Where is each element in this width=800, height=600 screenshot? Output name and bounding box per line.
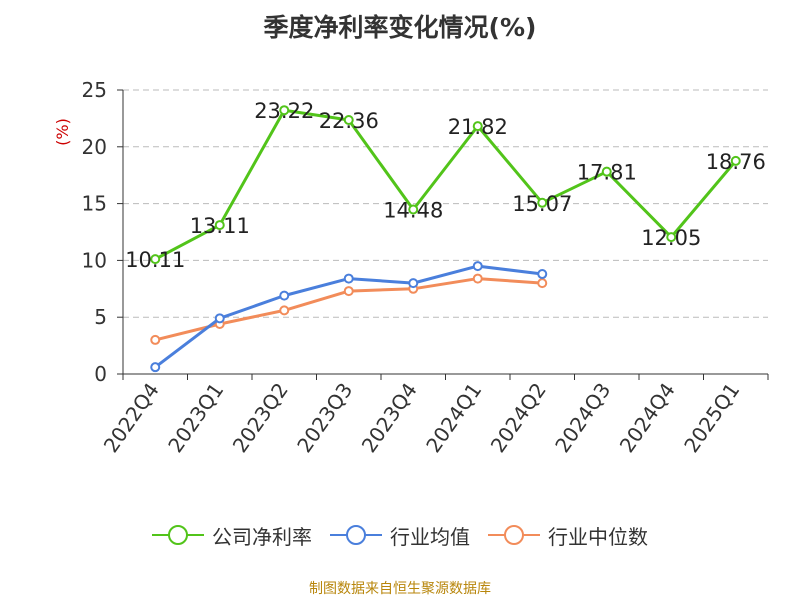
data-point [537,269,548,280]
data-point [150,362,161,373]
data-point [279,105,290,116]
data-point [537,278,548,289]
data-label: 18.76 [706,150,766,174]
data-point [472,261,483,272]
y-tick-label: 15 [82,192,107,216]
data-label: 22.36 [319,109,379,133]
legend-item-industry-median[interactable]: 行业中位数 [488,520,648,550]
series-layer [150,105,741,373]
x-tick-label: 2024Q3 [550,378,615,457]
data-label: 21.82 [448,115,508,139]
y-tick-label: 0 [94,362,107,386]
data-point [408,204,419,215]
data-point [472,121,483,132]
y-tick-label: 20 [82,135,107,159]
data-point [730,155,741,166]
x-tick-label: 2023Q3 [292,378,357,457]
data-point [537,197,548,208]
data-point [214,313,225,324]
data-point [279,305,290,316]
x-tick-label: 2024Q1 [421,378,486,457]
data-point [214,220,225,231]
legend-swatch-marker [346,525,366,545]
data-source-note: 制图数据来自恒生聚源数据库 [309,581,491,597]
x-tick-label: 2023Q4 [357,378,422,457]
grid-layer [123,89,768,318]
y-axis-label: (%) [53,118,72,146]
data-point [343,114,354,125]
data-point [279,290,290,301]
legend-label: 行业均值 [390,524,470,549]
data-point [408,278,419,289]
data-point [150,254,161,265]
data-point [666,232,677,243]
chart-title: 季度净利率变化情况(%) [263,13,537,42]
legend-swatch-icon [152,525,204,545]
data-point [601,166,612,177]
legend: 公司净利率 行业均值 行业中位数 [0,520,800,550]
y-tick-label: 25 [82,78,107,102]
data-label: 10.11 [125,248,185,272]
data-point [343,286,354,297]
x-tick-label: 2024Q2 [486,378,551,457]
data-label: 13.11 [190,214,250,238]
data-label: 14.48 [383,199,443,223]
legend-item-industry-mean[interactable]: 行业均值 [330,520,470,550]
data-label: 12.05 [641,226,701,250]
x-tick-label: 2022Q4 [99,378,164,457]
y-tick-label: 10 [82,248,107,272]
legend-swatch-icon [488,525,540,545]
x-tick-label: 2024Q4 [615,378,680,457]
legend-item-company-net-margin[interactable]: 公司净利率 [152,520,312,550]
data-label: 23.22 [254,99,314,123]
x-tick-label: 2025Q1 [679,378,744,457]
data-label: 17.81 [577,161,637,185]
data-point [343,273,354,284]
legend-label: 行业中位数 [548,524,648,549]
data-label: 15.07 [512,192,572,216]
legend-label: 公司净利率 [212,524,312,549]
legend-swatch-icon [330,525,382,545]
y-tick-label: 5 [94,305,107,329]
data-point [472,273,483,284]
series-line [154,108,737,261]
x-tick-label: 2023Q1 [163,378,228,457]
legend-swatch-marker [168,525,188,545]
x-tick-label: 2023Q2 [228,378,293,457]
legend-swatch-marker [504,525,524,545]
data-point [150,334,161,345]
